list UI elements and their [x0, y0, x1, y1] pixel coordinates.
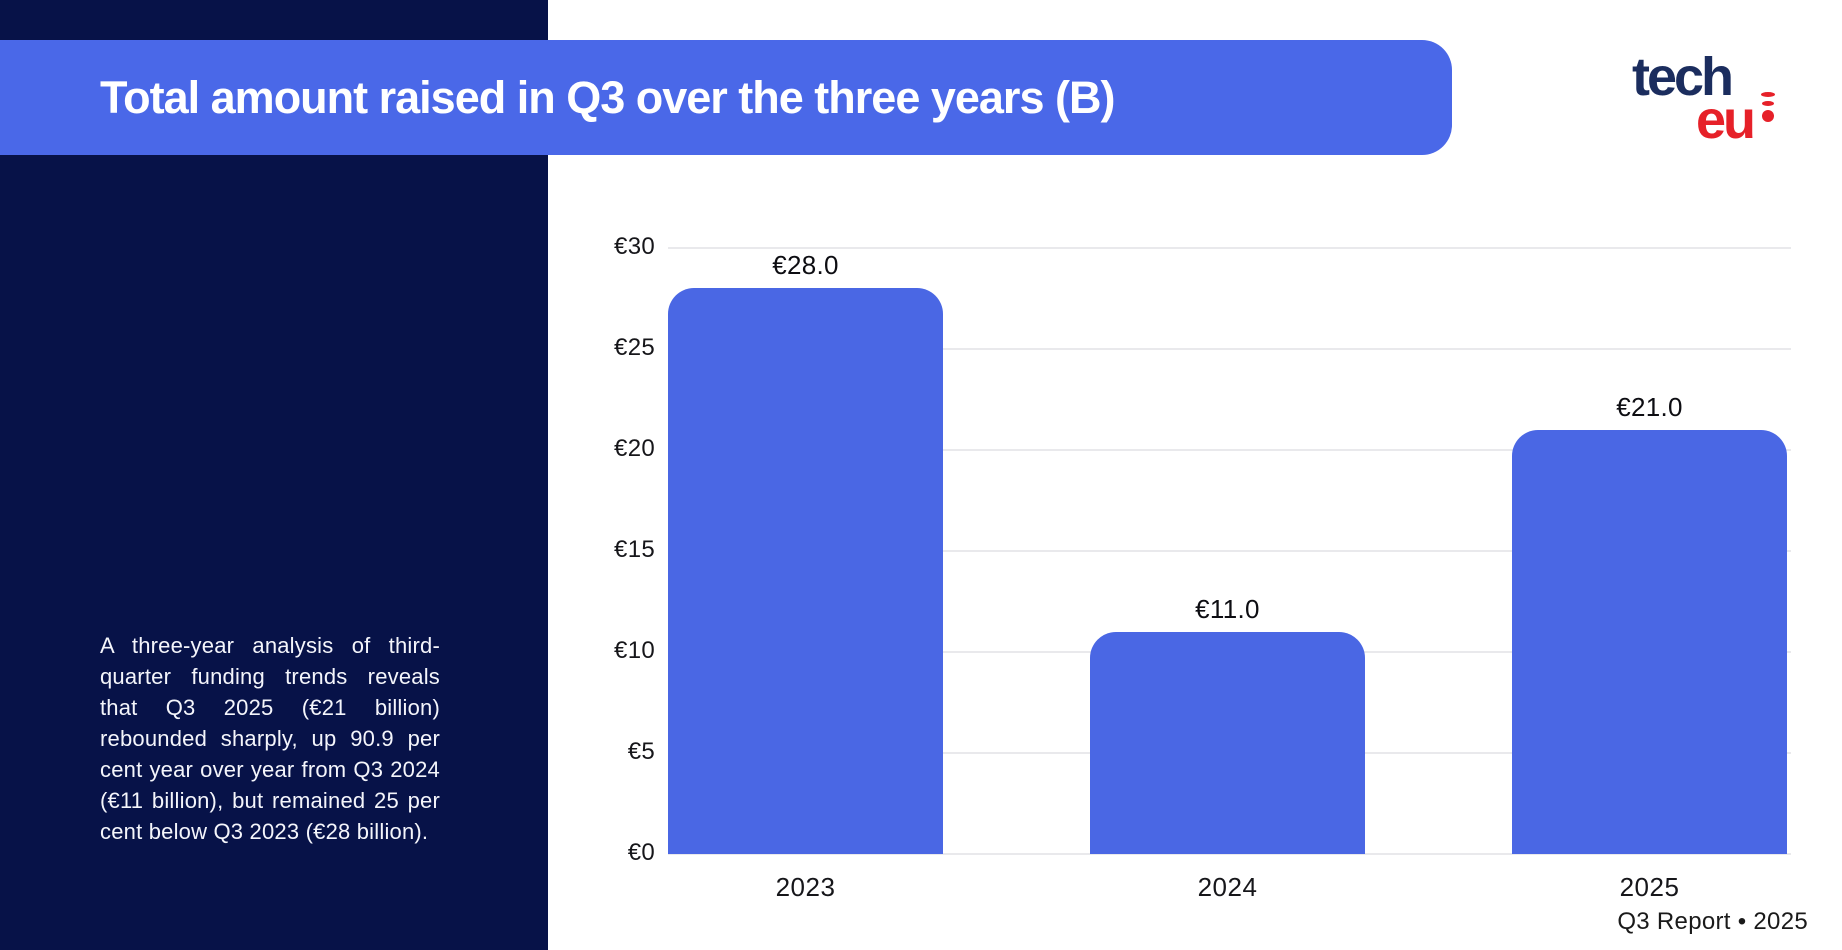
sidebar: A three-year analysis of third-quarter f… — [0, 0, 548, 950]
bar-value-label: €28.0 — [772, 250, 839, 281]
gridline — [668, 449, 1791, 451]
y-tick-label: €20 — [614, 435, 655, 462]
y-tick-label: €10 — [614, 637, 655, 664]
logo-text-eu: eu — [1696, 90, 1756, 150]
y-tick-label: €25 — [614, 334, 655, 361]
x-tick-label: 2025 — [1619, 872, 1680, 902]
gridline — [668, 550, 1791, 552]
logo-text-tech: tech — [1632, 47, 1734, 107]
bar — [668, 288, 943, 854]
y-tick-label: €30 — [614, 233, 655, 260]
report-footnote: Q3 Report • 2025 — [1617, 908, 1808, 935]
bar — [1090, 631, 1365, 854]
title-banner: Total amount raised in Q3 over the three… — [0, 40, 1452, 155]
y-tick-label: €15 — [614, 536, 655, 563]
x-tick-label: 2023 — [775, 872, 836, 902]
gridline — [668, 348, 1791, 350]
logo-signal-dot-icon — [1760, 92, 1776, 142]
y-tick-label: €5 — [627, 738, 655, 765]
gridline — [668, 853, 1791, 855]
bar-value-label: €21.0 — [1616, 391, 1683, 422]
gridline — [668, 247, 1791, 249]
sidebar-paragraph: A three-year analysis of third-quarter f… — [100, 633, 440, 844]
page-title: Total amount raised in Q3 over the three… — [100, 71, 1115, 123]
bar-value-label: €11.0 — [1195, 593, 1260, 624]
x-tick-label: 2024 — [1197, 872, 1258, 902]
bar — [1512, 429, 1787, 854]
y-tick-label: €0 — [627, 839, 655, 866]
techeu-logo: tech eu — [1632, 47, 1822, 172]
